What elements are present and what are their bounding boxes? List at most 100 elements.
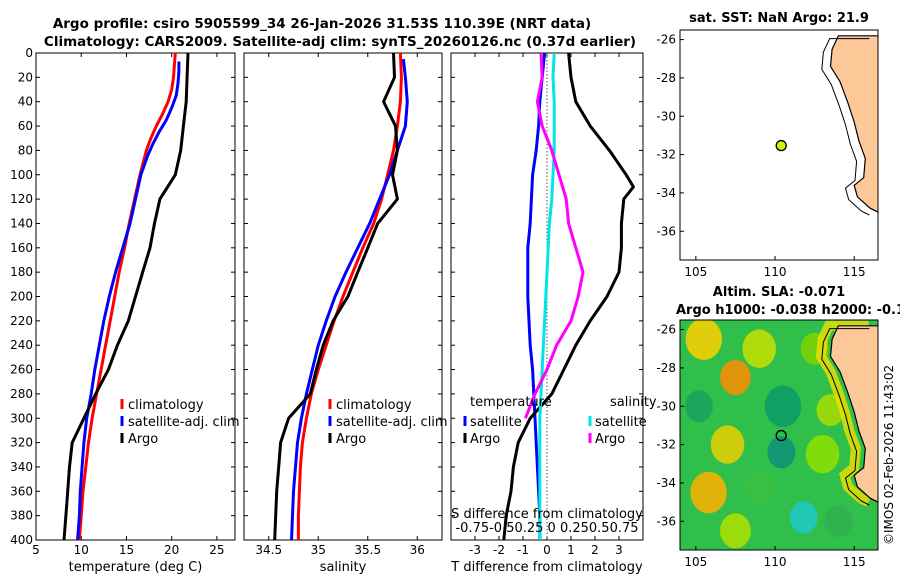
y-tick-label: 300 bbox=[10, 411, 33, 425]
y-tick-label: 320 bbox=[10, 436, 33, 450]
y-tick-label: 120 bbox=[10, 192, 33, 206]
y-tick-label: 0 bbox=[25, 46, 33, 60]
map-sla_map: 105 110 115 -26 -28 -30 -32 -34 -36 Altim. SLA: -… bbox=[656, 285, 900, 569]
x-tick-label: -1 bbox=[517, 543, 529, 557]
y-tick-label: 380 bbox=[10, 509, 33, 523]
y-tick-label: 180 bbox=[10, 265, 33, 279]
sla-anomaly-patch bbox=[690, 471, 727, 514]
x-tick-label: 115 bbox=[843, 555, 866, 569]
y-tick-label: -26 bbox=[656, 323, 676, 337]
x-tick-label: 115 bbox=[843, 265, 866, 279]
y-tick-label: 220 bbox=[10, 314, 33, 328]
legend-label: Argo bbox=[470, 432, 500, 447]
y-tick-label: -32 bbox=[656, 438, 676, 452]
series-line-satellite-temperature bbox=[526, 53, 547, 540]
y-tick-label: -34 bbox=[656, 476, 676, 490]
shelf-contour bbox=[821, 328, 870, 506]
series-line-argo bbox=[62, 53, 190, 540]
y-tick-label: 100 bbox=[10, 168, 33, 182]
x-tick-label: 35.5 bbox=[354, 543, 381, 557]
y-tick-label: -32 bbox=[656, 148, 676, 162]
y-tick-label: 160 bbox=[10, 241, 33, 255]
sla-anomaly-patch bbox=[824, 505, 853, 538]
y-tick-label: 140 bbox=[10, 216, 33, 230]
panel-differences: -3 -2 -1 0 1 2 3 T difference from climatology t… bbox=[450, 52, 657, 575]
legend-label: Argo bbox=[595, 432, 625, 447]
legend-label: Argo bbox=[128, 432, 158, 447]
y-tick-label: 340 bbox=[10, 460, 33, 474]
legend-label: satellite bbox=[470, 415, 522, 430]
x-axis-label: salinity bbox=[320, 560, 367, 575]
series-line-argo-temperature bbox=[502, 53, 635, 540]
y-tick-label: 200 bbox=[10, 290, 33, 304]
y-tick-label: 20 bbox=[18, 70, 33, 84]
panel-salinity: 34.5 35 35.5 36 salinity climatology satellite… bbox=[243, 52, 448, 575]
x-tick-label: 105 bbox=[684, 265, 707, 279]
series-line-argo bbox=[273, 53, 399, 540]
map-panels: 105 110 115 -26 -28 -30 -32 -34 -36 sat. SST: NaN… bbox=[656, 11, 900, 569]
y-tick-label: 360 bbox=[10, 484, 33, 498]
legend-label: climatology bbox=[336, 398, 412, 413]
x-tick-label: 35 bbox=[311, 543, 326, 557]
land-area bbox=[829, 35, 878, 213]
legend-title-salinity: salinity bbox=[610, 395, 657, 410]
legend-label: satellite-adj. clim bbox=[336, 415, 448, 430]
y-tick-label: -28 bbox=[656, 361, 676, 375]
x-tick-label: 1 bbox=[567, 543, 575, 557]
sla-anomaly-patch bbox=[710, 425, 745, 464]
shelf-contour bbox=[821, 38, 870, 216]
x-tick-label: 3 bbox=[615, 543, 623, 557]
y-tick-label: 400 bbox=[10, 533, 33, 547]
legend-label: Argo bbox=[336, 432, 366, 447]
figure-title-line1: Argo profile: csiro 5905599_34 26-Jan-20… bbox=[53, 16, 591, 32]
y-tick-label: -30 bbox=[656, 399, 676, 413]
sla-anomaly-patch bbox=[685, 390, 714, 423]
map-frame bbox=[679, 319, 879, 551]
y-tick-label: -36 bbox=[656, 224, 676, 238]
legend-label: satellite-adj. clim bbox=[128, 415, 240, 430]
x-tick-label: 110 bbox=[764, 265, 787, 279]
y-tick-label: 240 bbox=[10, 338, 33, 352]
map-body bbox=[680, 320, 878, 550]
sla-anomaly-patch bbox=[685, 320, 722, 360]
x-tick-label: 5 bbox=[32, 543, 40, 557]
y-tick-label: -28 bbox=[656, 71, 676, 85]
legend-label: climatology bbox=[128, 398, 204, 413]
x-tick-label: 20 bbox=[164, 543, 179, 557]
legend-title-temperature: temperature bbox=[470, 395, 552, 410]
y-tick-label: 40 bbox=[18, 95, 33, 109]
sla-anomaly-patch bbox=[764, 385, 802, 428]
argo-float-marker bbox=[775, 139, 787, 152]
sla-anomaly-patch bbox=[767, 436, 796, 469]
y-tick-label: -34 bbox=[656, 186, 676, 200]
legend-label: satellite bbox=[595, 415, 647, 430]
map-title-line1: Altim. SLA: -0.071 bbox=[713, 285, 845, 300]
x-tick-label: 110 bbox=[764, 555, 787, 569]
sla-anomaly-patch bbox=[789, 501, 818, 534]
series-line-satellite-adj-clim bbox=[76, 61, 181, 540]
figure-title-line2: Climatology: CARS2009. Satellite-adj cli… bbox=[44, 34, 636, 50]
y-tick-label: 60 bbox=[18, 119, 33, 133]
x-tick-label: 34.5 bbox=[255, 543, 282, 557]
x-tick-label: -2 bbox=[493, 543, 505, 557]
top-x-axis-label: S difference from climatology bbox=[451, 507, 643, 522]
series-line-satellite-adj-clim bbox=[290, 58, 409, 540]
y-tick-label: -36 bbox=[656, 514, 676, 528]
x-tick-label: 2 bbox=[591, 543, 599, 557]
map-frame bbox=[679, 29, 879, 261]
argo-float-marker bbox=[775, 429, 787, 442]
map-title: sat. SST: NaN Argo: 21.9 bbox=[689, 11, 869, 26]
x-tick-label: 15 bbox=[119, 543, 134, 557]
series-line-satellite-salinity bbox=[538, 53, 556, 540]
x-tick-label: 0 bbox=[543, 543, 551, 557]
top-x-tick-labels: -0.75-0.50.25 0 0.250.50.75 bbox=[455, 521, 638, 536]
y-tick-label: 260 bbox=[10, 363, 33, 377]
imos-watermark: ©IMOS 02-Feb-2026 11:43:02 bbox=[882, 365, 896, 545]
sla-anomaly-patch bbox=[720, 359, 751, 396]
map-sst_map: 105 110 115 -26 -28 -30 -32 -34 -36 sat. SST: NaN… bbox=[656, 11, 879, 279]
sla-anomaly-patch bbox=[805, 434, 840, 474]
x-axis-label: T difference from climatology bbox=[450, 560, 643, 575]
sla-anomaly-patch bbox=[742, 329, 776, 368]
sla-anomaly-patch bbox=[743, 469, 775, 505]
